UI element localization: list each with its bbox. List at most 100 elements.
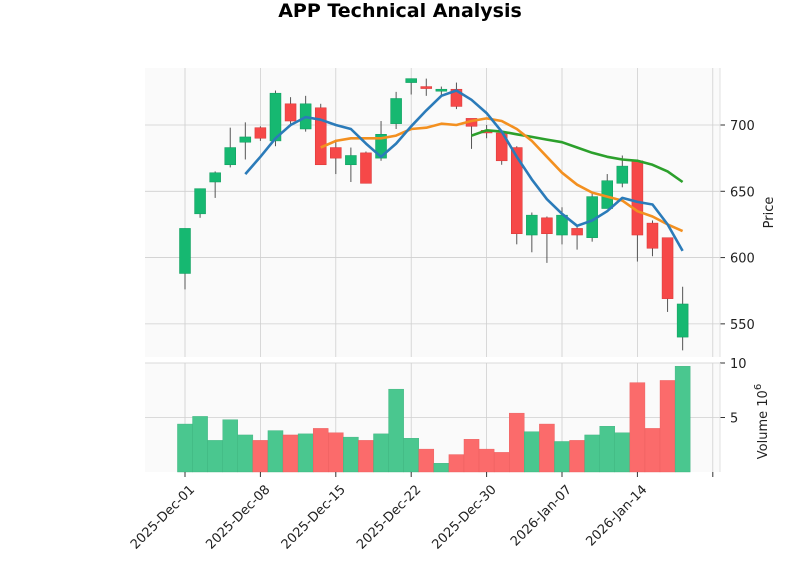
volume-bar-down bbox=[463, 439, 480, 473]
volume-bar-down bbox=[539, 423, 555, 473]
candle-body-down bbox=[646, 222, 659, 249]
volume-bar-down bbox=[252, 440, 269, 473]
volume-bar-up bbox=[267, 430, 284, 473]
volume-bar-down bbox=[448, 454, 465, 473]
volume-bar-down bbox=[328, 432, 344, 473]
candle bbox=[571, 225, 583, 250]
volume-axis-label: Volume 106 bbox=[753, 384, 771, 459]
ma-long-line bbox=[471, 129, 684, 184]
volume-bar-up bbox=[433, 463, 450, 473]
ma-mid-line bbox=[320, 117, 684, 233]
candle-body-down bbox=[284, 103, 297, 122]
candle bbox=[314, 103, 327, 166]
x-axis: 2025-Dec-01 2025-Dec-08 2025-Dec-15 2025-De… bbox=[128, 472, 714, 553]
volume-bar-up bbox=[297, 433, 314, 473]
candle bbox=[239, 122, 252, 160]
chart-title: APP Technical Analysis bbox=[278, 0, 522, 22]
x-tick-label: 2026-Jan-14 bbox=[583, 482, 650, 549]
volume-bar-down bbox=[312, 428, 329, 473]
candle bbox=[511, 146, 523, 245]
volume-bar-down bbox=[644, 428, 661, 473]
volume-bar-up bbox=[614, 432, 631, 473]
price-panel-background bbox=[145, 68, 720, 357]
candle-body-down bbox=[360, 152, 372, 184]
x-tick-label: 2025-Dec-30 bbox=[430, 482, 500, 552]
volume-bar-up bbox=[237, 434, 254, 473]
candle bbox=[375, 121, 387, 161]
candle-body-up bbox=[676, 303, 689, 338]
price-tick-label: 700 bbox=[730, 119, 755, 134]
volume-bar-up bbox=[373, 433, 389, 473]
price-tick-label: 650 bbox=[730, 185, 755, 200]
volume-bar-up bbox=[343, 436, 359, 473]
candle bbox=[646, 220, 659, 257]
candle bbox=[435, 86, 448, 96]
candle-body-up bbox=[239, 136, 252, 143]
x-tick-label: 2025-Dec-01 bbox=[128, 482, 198, 552]
volume-bar-down bbox=[629, 382, 646, 473]
x-tick-label: 2025-Dec-08 bbox=[203, 482, 273, 552]
candle-body-up bbox=[194, 188, 206, 215]
volume-tick-label: 10 bbox=[730, 357, 747, 372]
candle bbox=[330, 139, 342, 175]
candle-body-up bbox=[375, 134, 387, 159]
ma-short-line bbox=[244, 89, 684, 252]
candle bbox=[405, 78, 417, 95]
volume-bar-up bbox=[222, 419, 238, 473]
candle-body-down bbox=[541, 217, 553, 234]
volume-bar-up bbox=[403, 438, 419, 473]
candle bbox=[420, 78, 433, 96]
price-tick-label: 600 bbox=[730, 252, 755, 267]
volume-tick-label: 5 bbox=[730, 412, 738, 427]
volume-bar-up bbox=[584, 434, 600, 473]
x-tick-label: 2025-Dec-22 bbox=[354, 482, 424, 552]
volume-bar-up bbox=[524, 431, 540, 473]
volume-bar-down bbox=[659, 380, 676, 473]
volume-multiplier-exponent: 6 bbox=[753, 384, 764, 390]
volume-bar-up bbox=[192, 416, 208, 473]
candle bbox=[224, 127, 236, 168]
candle-body-down bbox=[661, 237, 674, 299]
candle bbox=[345, 147, 357, 183]
candle bbox=[661, 237, 674, 312]
price-tick-label: 550 bbox=[730, 318, 755, 333]
volume-bar-up bbox=[207, 440, 223, 473]
candle-body-up bbox=[390, 98, 402, 124]
candle bbox=[360, 151, 372, 184]
candle-body-up bbox=[435, 88, 448, 92]
candle bbox=[676, 286, 689, 351]
volume-bar-down bbox=[358, 440, 374, 473]
candle-body-up bbox=[179, 228, 191, 274]
candle bbox=[254, 126, 267, 141]
candle-body-up bbox=[526, 214, 538, 236]
candle-body-up bbox=[269, 92, 282, 142]
candle bbox=[209, 171, 221, 198]
volume-bar-down bbox=[282, 434, 299, 473]
volume-label-text: Volume 10 bbox=[756, 390, 771, 459]
volume-bar-down bbox=[569, 440, 585, 473]
candle bbox=[284, 97, 297, 126]
price-axis-label: Price bbox=[762, 197, 777, 229]
candle-body-up bbox=[209, 172, 221, 183]
volume-bar-up bbox=[177, 423, 193, 473]
candle-body-down bbox=[314, 107, 327, 166]
volume-panel: 5 10 Volume 106 bbox=[145, 357, 771, 473]
x-tick-label: 2025-Dec-15 bbox=[279, 482, 349, 552]
candle bbox=[526, 212, 538, 253]
volume-bar-up bbox=[388, 388, 404, 473]
candle-body-down bbox=[511, 147, 523, 234]
volume-bar-up bbox=[554, 441, 570, 473]
volume-bar-up bbox=[674, 366, 691, 473]
candle bbox=[541, 216, 553, 263]
candle bbox=[179, 228, 191, 290]
candle-body-up bbox=[616, 165, 629, 184]
volume-bar-up bbox=[599, 426, 615, 473]
candle-body-down bbox=[330, 147, 342, 159]
candle-body-up bbox=[405, 78, 417, 83]
candle-body-down bbox=[420, 86, 433, 89]
candle-body-down bbox=[254, 127, 267, 139]
price-panel: 550 600 650 700 Price bbox=[145, 68, 777, 357]
volume-bar-down bbox=[509, 412, 525, 473]
